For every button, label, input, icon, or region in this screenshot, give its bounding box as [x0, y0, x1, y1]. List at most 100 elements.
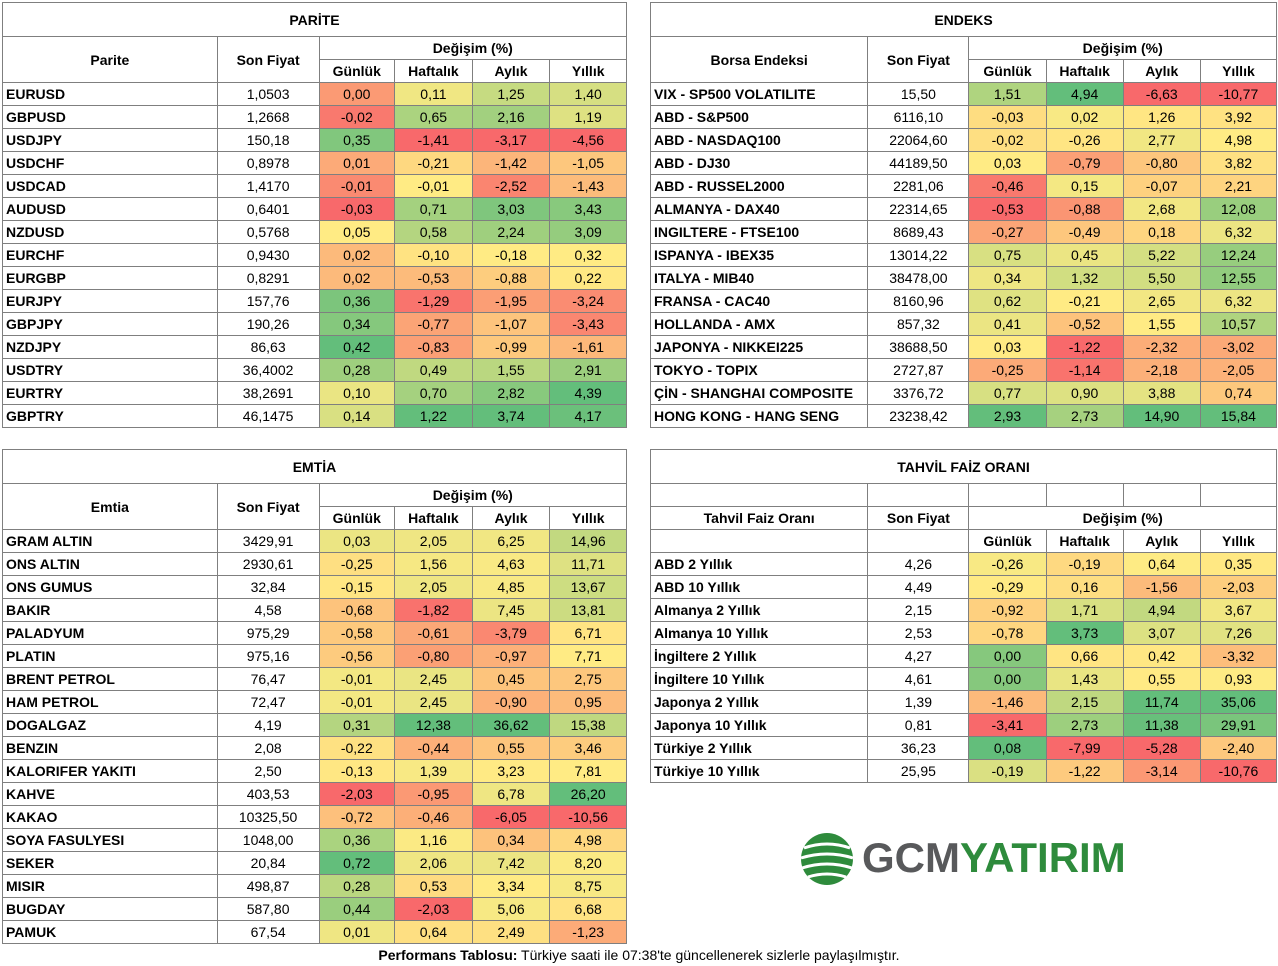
endeks-row-price: 23238,42	[867, 404, 970, 428]
tahvil-row-change-m: -5,28	[1122, 736, 1201, 760]
parite-row-change-w: 0,65	[394, 105, 473, 129]
emtia-row-name: GRAM ALTIN	[2, 529, 218, 553]
emtia-row: KAHVE 403,53 -2,03 -0,95 6,78 26,20	[2, 782, 627, 806]
parite-row: GBPTRY 46,1475 0,14 1,22 3,74 4,17	[2, 404, 627, 428]
tahvil-period-header: Aylık	[1122, 529, 1201, 553]
endeks-period-header: Yıllık	[1199, 59, 1278, 83]
tahvil-row-change-m: 11,74	[1122, 690, 1201, 714]
parite-row-price: 157,76	[216, 289, 320, 313]
endeks-row-change-y: 12,55	[1199, 266, 1278, 290]
emtia-row-change-d: 0,03	[318, 529, 396, 553]
tahvil-row-change-m: -3,14	[1122, 759, 1201, 783]
tahvil-row-change-y: -2,03	[1199, 575, 1278, 599]
emtia-table: EMTİA Emtia Son Fiyat Değişim (%) Günlük Haft…	[2, 449, 627, 944]
parite-row-change-d: 0,02	[318, 243, 396, 267]
emtia-row-change-w: -1,82	[394, 598, 473, 622]
endeks-row-change-y: 10,57	[1199, 312, 1278, 336]
parite-row: EURTRY 38,2691 0,10 0,70 2,82 4,39	[2, 381, 627, 405]
endeks-row-change-m: -2,32	[1122, 335, 1201, 359]
parite-row-change-y: -1,05	[549, 151, 627, 175]
endeks-row-change-d: -0,25	[968, 358, 1047, 382]
endeks-row-name: ABD - RUSSEL2000	[649, 174, 869, 198]
emtia-row-change-y: 26,20	[549, 782, 627, 806]
emtia-row-name: PLATIN	[2, 644, 218, 668]
parite-row: USDTRY 36,4002 0,28 0,49 1,55 2,91	[2, 358, 627, 382]
emtia-row-change-d: 0,01	[318, 920, 396, 944]
endeks-row-change-y: -10,77	[1199, 82, 1278, 106]
endeks-row-name: ISPANYA - IBEX35	[649, 243, 869, 267]
endeks-row-change-m: 2,65	[1122, 289, 1201, 313]
logo-gcm: GCM	[862, 834, 960, 881]
emtia-row-change-d: -0,22	[318, 736, 396, 760]
parite-row-change-y: -4,56	[549, 128, 627, 152]
tahvil-name-header: Tahvil Faiz Oranı	[649, 506, 869, 530]
emtia-row: GRAM ALTIN 3429,91 0,03 2,05 6,25 14,96	[2, 529, 627, 553]
endeks-row: HONG KONG - HANG SENG 23238,42 2,93 2,73 14,…	[649, 404, 1278, 428]
tahvil-row-price: 4,61	[867, 667, 970, 691]
endeks-row-name: HONG KONG - HANG SENG	[649, 404, 869, 428]
endeks-row-change-d: 0,75	[968, 243, 1047, 267]
endeks-row-name: ABD - S&P500	[649, 105, 869, 129]
parite-row-change-w: 0,58	[394, 220, 473, 244]
emtia-row: PALADYUM 975,29 -0,58 -0,61 -3,79 6,71	[2, 621, 627, 645]
tahvil-row-change-y: 35,06	[1199, 690, 1278, 714]
tahvil-row: Almanya 2 Yıllık 2,15 -0,92 1,71 4,94 3,67	[649, 598, 1278, 622]
parite-row-price: 1,4170	[216, 174, 320, 198]
parite-row-change-d: 0,02	[318, 266, 396, 290]
endeks-row-name: FRANSA - CAC40	[649, 289, 869, 313]
emtia-row-name: HAM PETROL	[2, 690, 218, 714]
tahvil-row-change-y: 0,35	[1199, 552, 1278, 576]
emtia-row-change-d: 0,31	[318, 713, 396, 737]
tahvil-row-price: 4,26	[867, 552, 970, 576]
parite-row-change-m: -0,88	[471, 266, 551, 290]
parite-row-change-d: 0,00	[318, 82, 396, 106]
parite-row-change-m: 2,16	[471, 105, 551, 129]
parite-row-change-y: 2,91	[549, 358, 627, 382]
endeks-row-change-d: -0,46	[968, 174, 1047, 198]
parite-row-change-w: -0,77	[394, 312, 473, 336]
emtia-period-header: Haftalık	[394, 506, 473, 530]
emtia-row-change-y: 13,81	[549, 598, 627, 622]
endeks-row-price: 13014,22	[867, 243, 970, 267]
endeks-row-change-y: 4,98	[1199, 128, 1278, 152]
emtia-row-change-w: 2,45	[394, 667, 473, 691]
emtia-row-price: 10325,50	[216, 805, 320, 829]
emtia-row-change-d: -0,58	[318, 621, 396, 645]
parite-row-change-y: 3,09	[549, 220, 627, 244]
emtia-row-change-d: -0,68	[318, 598, 396, 622]
endeks-row-price: 15,50	[867, 82, 970, 106]
endeks-row-price: 22314,65	[867, 197, 970, 221]
endeks-row: ABD - NASDAQ100 22064,60 -0,02 -0,26 2,77 4,9…	[649, 128, 1278, 152]
tahvil-row: Türkiye 10 Yıllık 25,95 -0,19 -1,22 -3,14 -10…	[649, 759, 1278, 783]
endeks-row-change-w: 0,90	[1045, 381, 1124, 405]
tahvil-row-price: 4,49	[867, 575, 970, 599]
parite-row: EURCHF 0,9430 0,02 -0,10 -0,18 0,32	[2, 243, 627, 267]
emtia-row-name: BAKIR	[2, 598, 218, 622]
endeks-row-change-y: -3,02	[1199, 335, 1278, 359]
tahvil-row-change-m: -1,56	[1122, 575, 1201, 599]
emtia-title-row: EMTİA	[2, 449, 627, 484]
tahvil-row-change-d: 0,00	[968, 644, 1047, 668]
tahvil-blank-cell	[649, 483, 869, 507]
emtia-row-price: 498,87	[216, 874, 320, 898]
endeks-row-change-d: -0,53	[968, 197, 1047, 221]
parite-title-row: PARİTE	[2, 2, 627, 37]
emtia-row-change-w: 0,64	[394, 920, 473, 944]
emtia-row: DOGALGAZ 4,19 0,31 12,38 36,62 15,38	[2, 713, 627, 737]
emtia-row-name: SOYA FASULYESI	[2, 828, 218, 852]
endeks-row-change-w: -1,14	[1045, 358, 1124, 382]
endeks-row-name: VIX - SP500 VOLATILITE	[649, 82, 869, 106]
emtia-period-header: Günlük	[318, 506, 396, 530]
endeks-row: ABD - S&P500 6116,10 -0,03 0,02 1,26 3,92	[649, 105, 1278, 129]
emtia-row-change-d: -0,01	[318, 690, 396, 714]
parite-row-name: GBPJPY	[2, 312, 218, 336]
emtia-row-name: ONS GUMUS	[2, 575, 218, 599]
tahvil-blank-cell	[1045, 483, 1124, 507]
parite-row-price: 38,2691	[216, 381, 320, 405]
emtia-row-change-y: 7,71	[549, 644, 627, 668]
emtia-row-change-m: -0,97	[471, 644, 551, 668]
endeks-row-change-m: 1,26	[1122, 105, 1201, 129]
endeks-row-price: 3376,72	[867, 381, 970, 405]
tahvil-price-header: Son Fiyat	[867, 506, 970, 530]
emtia-row: KAKAO 10325,50 -0,72 -0,46 -6,05 -10,56	[2, 805, 627, 829]
